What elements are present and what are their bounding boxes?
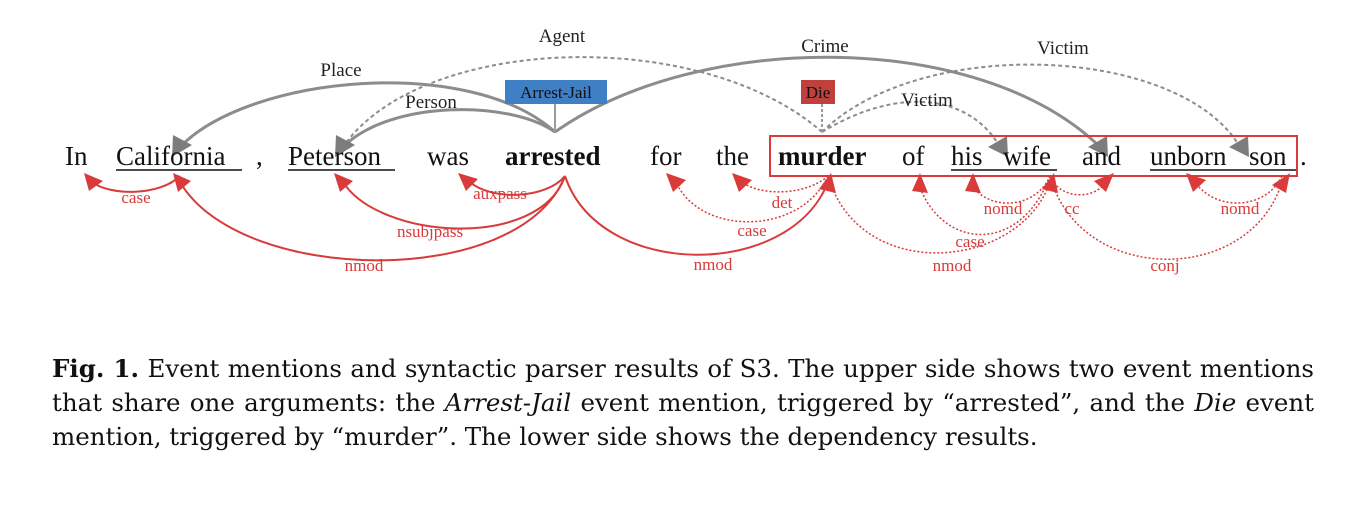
token-was: was <box>427 141 469 171</box>
token-and: and <box>1082 141 1121 171</box>
token-california: California <box>116 141 225 171</box>
argument-labels: Place Person Agent Crime Victim Victim <box>320 26 1089 113</box>
caption-emphasis-die: Die <box>1194 387 1237 417</box>
dep-arrowhead-murder <box>819 173 836 193</box>
token-wife: wife <box>1003 141 1051 171</box>
label-person: Person <box>405 92 457 113</box>
trigger-die-box <box>801 80 835 104</box>
token-peterson: Peterson <box>288 141 381 171</box>
event-dependency-figure: Place Person Agent Crime Victim Victim A… <box>65 26 1307 275</box>
dep-label-nsubjpass: nsubjpass <box>397 222 463 241</box>
label-crime: Crime <box>801 36 849 57</box>
arc-victim-2 <box>821 63 1241 148</box>
token-son: son <box>1249 141 1287 171</box>
token-in: In <box>65 141 88 171</box>
token-comma: , <box>256 141 263 171</box>
dep-label-nomd-2: nomd <box>1221 199 1260 218</box>
arrowhead-place <box>172 135 192 157</box>
arc-person <box>341 108 556 149</box>
dep-label-nmod-3: nmod <box>933 256 972 275</box>
arc-place <box>178 81 557 149</box>
trigger-arrest-jail-label: Arrest-Jail <box>520 83 592 102</box>
dep-arc-case-of <box>917 175 1051 236</box>
dep-arrowhead-for <box>666 173 686 192</box>
dep-arrowhead-wife <box>1042 173 1058 193</box>
argument-arcs <box>178 55 1241 149</box>
dep-label-nmod-2: nmod <box>694 255 733 274</box>
arrowhead-crime <box>1088 136 1108 157</box>
arrowhead-person <box>335 135 355 157</box>
dep-arc-cc <box>1049 175 1106 196</box>
token-period: . <box>1300 141 1307 171</box>
token-arrested: arrested <box>505 141 600 171</box>
sentence: In California , Peterson was arrested fo… <box>65 141 1307 171</box>
dep-label-auxpass: auxpass <box>473 184 527 203</box>
label-agent: Agent <box>539 26 586 47</box>
arc-agent <box>342 56 823 148</box>
dep-label-nmod-1: nmod <box>345 256 384 275</box>
token-his: his <box>951 141 983 171</box>
caption-text-1: Event mentions and syntactic parser resu… <box>52 353 1315 417</box>
caption-figure-number: Fig. 1. <box>52 353 140 383</box>
dep-arrowhead-and <box>1094 173 1114 192</box>
dep-arrowhead-his <box>965 173 981 193</box>
token-for: for <box>650 141 681 171</box>
dep-arc-nsubjpass <box>342 175 566 230</box>
dependency-labels: case auxpass nsubjpass nmod det case nmo… <box>121 184 1259 275</box>
dep-arc-nmod-murder <box>564 175 829 256</box>
dep-arc-nmod-wife <box>827 175 1051 254</box>
dep-arrowhead-son <box>1272 173 1290 193</box>
token-unborn: unborn <box>1150 141 1227 171</box>
dep-arc-case-in <box>91 175 181 193</box>
token-of: of <box>902 141 925 171</box>
token-the: the <box>716 141 749 171</box>
caption-text-3: event mention, triggered by “murder”. Th… <box>52 387 1314 451</box>
dep-arrowhead-unborn <box>1186 173 1206 192</box>
dep-arc-conj <box>1049 175 1283 260</box>
caption-text-2: event mention, triggered by “arrested”, … <box>571 387 1195 417</box>
dep-arrowhead-california <box>173 173 191 192</box>
arrowhead-victim-2 <box>1229 136 1249 157</box>
dep-label-cc: cc <box>1064 199 1080 218</box>
label-victim-1: Victim <box>901 90 953 111</box>
trigger-arrest-jail-box <box>505 80 607 104</box>
label-place: Place <box>320 60 361 81</box>
arc-crime <box>554 55 1102 149</box>
token-murder: murder <box>778 141 866 171</box>
dep-label-conj: conj <box>1150 256 1179 275</box>
label-victim-2: Victim <box>1037 38 1089 59</box>
dep-arrowhead-peterson <box>334 173 353 192</box>
dep-label-det: det <box>772 193 793 212</box>
dep-arrowhead-was <box>458 173 478 191</box>
dep-label-case-1: case <box>121 188 150 207</box>
dep-arc-det <box>741 175 829 193</box>
arrowhead-victim-1 <box>988 136 1008 157</box>
dep-label-nomd-1: nomd <box>984 199 1023 218</box>
dependency-arrowheads <box>84 173 1290 193</box>
dep-arc-nmod-california <box>179 175 566 262</box>
figure-caption: Fig. 1. Event mentions and syntactic par… <box>52 352 1314 454</box>
dep-label-case-3: case <box>955 232 984 251</box>
trigger-die-label: Die <box>806 83 831 102</box>
dep-arrowhead-in <box>84 173 103 191</box>
die-event-span-box <box>769 135 1298 177</box>
trigger-arrest-jail: Arrest-Jail <box>505 80 607 104</box>
caption-emphasis-arrest-jail: Arrest-Jail <box>444 387 572 417</box>
dep-arrowhead-of <box>912 173 928 193</box>
trigger-die: Die <box>801 80 835 104</box>
argument-arrowheads <box>172 135 1249 157</box>
dep-arc-auxpass <box>469 175 566 196</box>
dep-label-case-2: case <box>737 221 766 240</box>
arc-victim-1 <box>821 100 1001 148</box>
dep-arrowhead-the <box>732 173 752 192</box>
dep-arc-case-for <box>675 175 829 223</box>
